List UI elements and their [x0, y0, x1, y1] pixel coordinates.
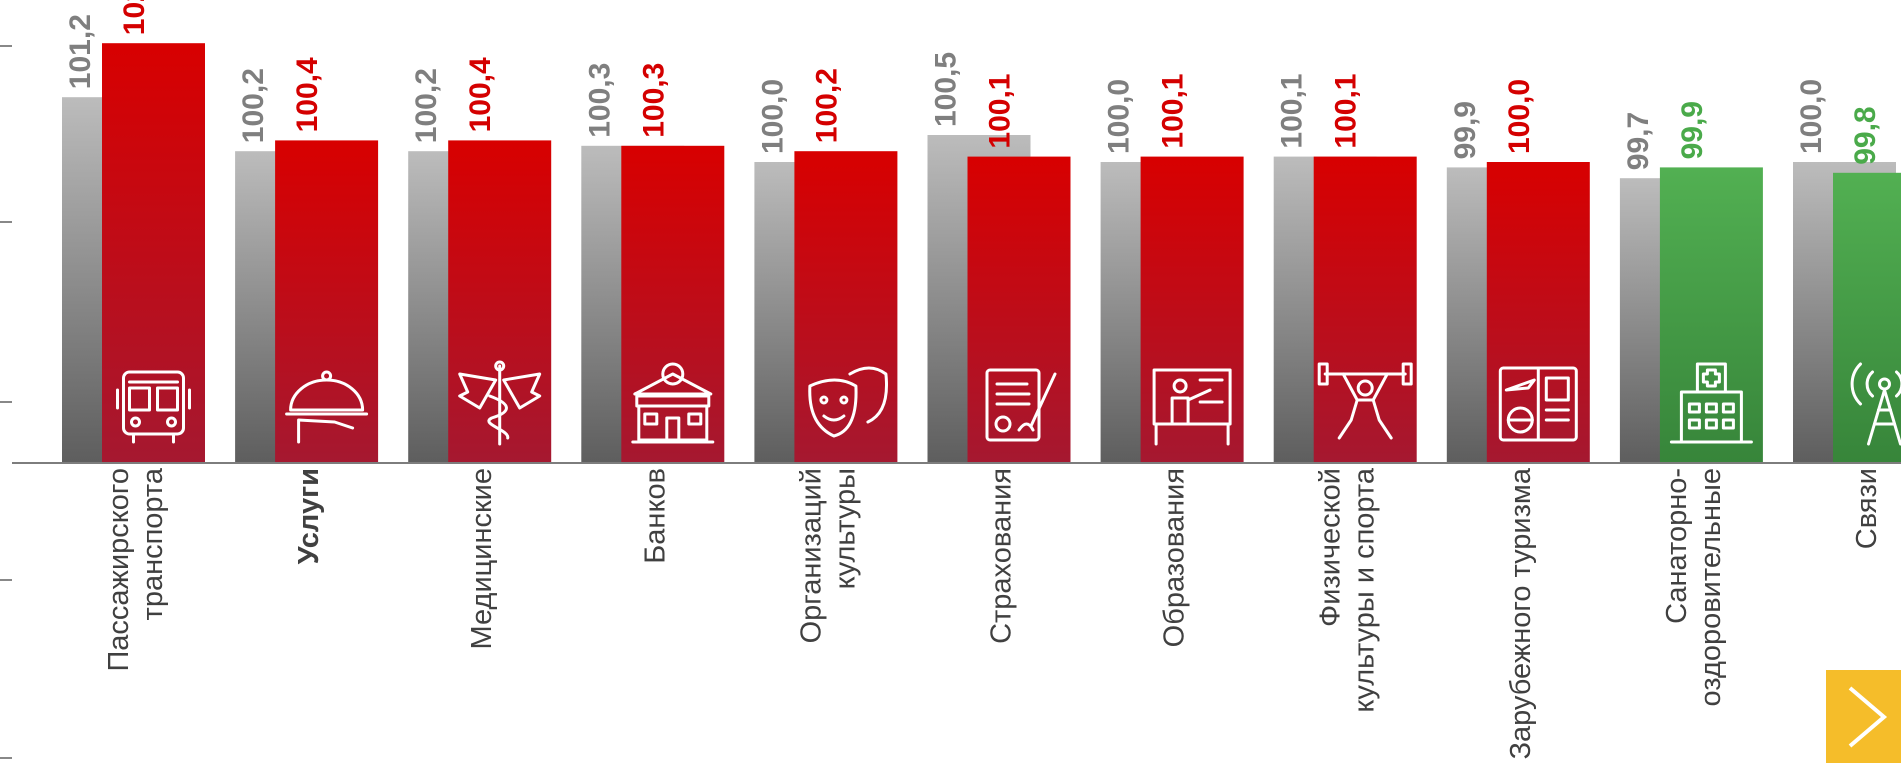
data-label-series-1: 99,9 [1449, 101, 1482, 159]
category-label: культуры [829, 468, 861, 589]
bar-series-2 [1140, 156, 1244, 462]
category-label: Санаторно- [1661, 468, 1693, 624]
data-label-series-1: 100,3 [583, 63, 616, 138]
data-label-series-2: 102,2 [118, 0, 151, 35]
next-slide-button[interactable] [1826, 670, 1901, 763]
data-label-series-2: 100,4 [291, 57, 324, 132]
data-label-series-2: 100,2 [810, 68, 843, 143]
category-label: Страхования [986, 468, 1018, 644]
radio-tower-icon [1850, 362, 1901, 446]
bar-series-2 [621, 145, 725, 463]
category-label: Физической [1315, 468, 1347, 627]
data-label-series-2: 100,1 [1157, 74, 1190, 149]
bank-icon [631, 362, 715, 444]
data-label-series-1: 100,0 [1103, 79, 1136, 154]
axis [0, 45, 1901, 759]
data-label-series-1: 100,5 [930, 52, 963, 127]
category-label: Медицинские [466, 468, 498, 649]
category-label: Зарубежного туризма [1505, 467, 1537, 759]
hospital-icon [1669, 362, 1753, 444]
data-label-series-2: 99,9 [1676, 101, 1709, 159]
data-label-series-1: 101,2 [64, 14, 97, 89]
bar-series-2 [1833, 172, 1901, 463]
category-label: Образования [1159, 468, 1191, 647]
bar-series-2 [967, 156, 1071, 462]
category-label: Банков [639, 468, 671, 564]
data-label-series-1: 100,2 [237, 68, 270, 143]
data-label-series-2: 100,3 [637, 63, 670, 138]
data-label-series-2: 100,1 [1330, 74, 1363, 149]
theater-masks-icon [808, 366, 888, 438]
category-label: Услуги [293, 468, 325, 564]
data-label-series-1: 100,0 [1795, 79, 1828, 154]
bar-series-2 [275, 140, 379, 462]
caduceus-icon [458, 360, 542, 446]
data-label-series-1: 99,7 [1622, 112, 1655, 170]
category-label: Связи [1851, 468, 1883, 549]
category-label: Пассажирского [103, 468, 135, 672]
category-label: Организаций [795, 468, 827, 643]
category-label: оздоровительные [1695, 468, 1727, 707]
bus-icon [116, 370, 191, 444]
bar-series-2 [794, 151, 898, 462]
category-label: культуры и спорта [1349, 467, 1381, 712]
weightlifter-icon [1317, 362, 1413, 440]
data-label-series-1: 100,2 [410, 68, 443, 143]
data-label-series-1: 100,0 [756, 79, 789, 154]
category-label: транспорта [137, 467, 169, 620]
bar-series-2 [102, 43, 205, 462]
data-label-series-1: 100,1 [1276, 74, 1309, 149]
data-label-series-2: 99,8 [1849, 106, 1882, 164]
serving-dish-icon [285, 370, 369, 444]
contract-icon [985, 368, 1057, 442]
bar-series-2 [1659, 167, 1763, 462]
data-label-series-2: 100,4 [464, 57, 497, 132]
data-label-series-2: 100,0 [1503, 79, 1536, 154]
data-label-series-2: 100,1 [984, 74, 1017, 149]
chevron-right-icon [1848, 686, 1888, 748]
travel-passport-icon [1498, 366, 1578, 442]
bar-series-2 [1313, 156, 1417, 462]
teacher-board-icon [1152, 368, 1232, 446]
